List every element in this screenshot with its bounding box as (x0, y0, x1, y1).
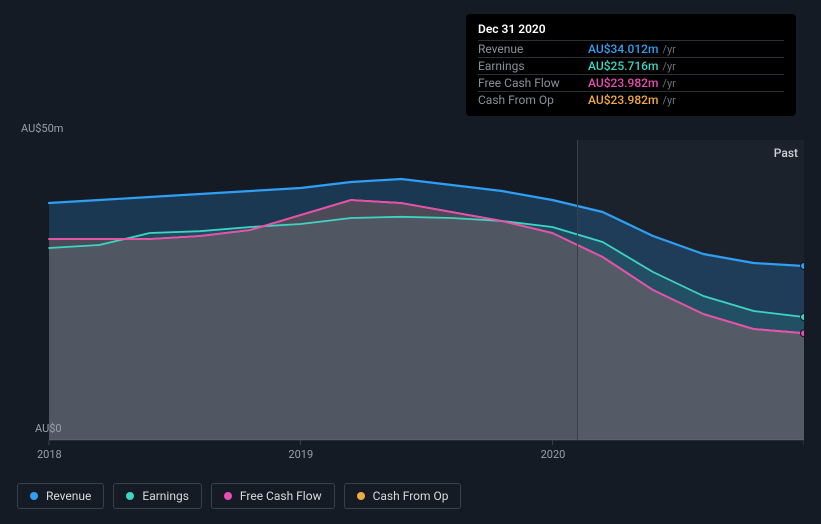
tooltip-row: Cash From OpAU$23.982m/yr (478, 91, 784, 108)
legend-label: Free Cash Flow (240, 489, 322, 503)
x-axis-tick-label: 2018 (37, 448, 62, 461)
tooltip-label: Cash From Op (478, 93, 588, 107)
tooltip-date: Dec 31 2020 (478, 22, 784, 36)
legend-label: Earnings (142, 489, 189, 503)
tooltip-value: AU$34.012m (588, 42, 658, 56)
legend-item[interactable]: Cash From Op (344, 483, 462, 509)
x-axis-tick-label: 2019 (288, 448, 313, 461)
tooltip-row: Free Cash FlowAU$23.982m/yr (478, 74, 784, 91)
tooltip-value: AU$23.982m (588, 93, 658, 107)
chart-legend: Revenue Earnings Free Cash Flow Cash From O… (17, 483, 461, 509)
tooltip-row: EarningsAU$25.716m/yr (478, 57, 784, 74)
legend-color-dot (357, 492, 365, 500)
legend-item[interactable]: Free Cash Flow (211, 483, 335, 509)
tooltip-label: Revenue (478, 42, 588, 56)
x-axis-tick-label: 2020 (541, 448, 566, 461)
legend-color-dot (30, 492, 38, 500)
legend-item[interactable]: Earnings (113, 483, 202, 509)
legend-label: Cash From Op (373, 489, 449, 503)
tooltip-value: AU$23.982m (588, 76, 658, 90)
tooltip-value: AU$25.716m (588, 59, 658, 73)
past-region-label: Past (774, 146, 798, 160)
tooltip-unit: /yr (662, 43, 675, 56)
y-axis-min-label: AU$0 (35, 422, 62, 435)
tooltip-label: Earnings (478, 59, 588, 73)
tooltip-unit: /yr (662, 77, 675, 90)
financials-chart[interactable]: AU$50m AU$0 Past 2018 2019 2020 (17, 120, 804, 480)
tooltip-unit: /yr (662, 94, 675, 107)
legend-color-dot (224, 492, 232, 500)
tooltip-row: RevenueAU$34.012m/yr (478, 40, 784, 57)
legend-label: Revenue (46, 489, 91, 503)
tooltip-unit: /yr (662, 60, 675, 73)
legend-color-dot (126, 492, 134, 500)
chart-svg (17, 120, 804, 480)
legend-item[interactable]: Revenue (17, 483, 104, 509)
chart-tooltip: Dec 31 2020 RevenueAU$34.012m/yrEarnings… (466, 14, 796, 116)
y-axis-max-label: AU$50m (21, 122, 63, 135)
tooltip-label: Free Cash Flow (478, 76, 588, 90)
